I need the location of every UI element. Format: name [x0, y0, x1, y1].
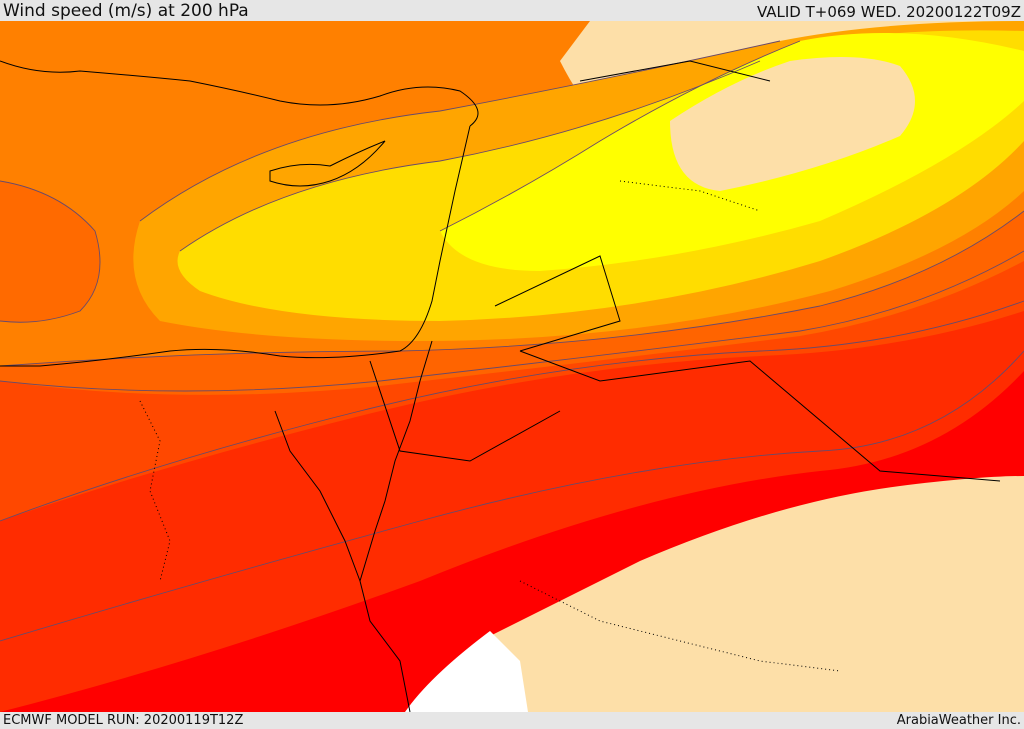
wind-speed-map	[0, 21, 1024, 712]
land-south	[410, 476, 1024, 712]
red-sea-white	[405, 631, 528, 712]
valid-time: VALID T+069 WED. 20200122T09Z	[756, 3, 1021, 21]
coastline-turkey	[0, 60, 479, 127]
coastline-red-sea-east	[359, 340, 433, 712]
credit: ArabiaWeather Inc.	[896, 713, 1021, 728]
coastline-levant-egypt	[0, 125, 471, 367]
border-line	[519, 350, 1001, 482]
contour-line	[439, 40, 801, 232]
model-run: ECMWF MODEL RUN: 20200119T12Z	[3, 713, 244, 728]
land-tan-patch	[670, 57, 915, 191]
header-bar: Wind speed (m/s) at 200 hPa VALID T+069 …	[0, 0, 1024, 21]
border-dotted	[619, 180, 761, 212]
footer-bar: ECMWF MODEL RUN: 20200119T12Z ArabiaWeat…	[0, 712, 1024, 729]
contour-line	[0, 350, 1024, 642]
dotted-borders	[139, 180, 841, 672]
political-borders	[369, 60, 1001, 482]
coastline-gulf-suez	[274, 410, 361, 582]
wind-band-orange-west	[0, 181, 100, 323]
contour-line	[0, 250, 1024, 392]
border-line	[369, 360, 561, 462]
map-title: Wind speed (m/s) at 200 hPa	[3, 1, 249, 21]
coastline-cyprus	[269, 140, 386, 187]
contour-line	[0, 210, 1024, 367]
border-line	[579, 60, 771, 82]
border-line	[494, 255, 621, 352]
coastlines	[0, 60, 479, 712]
contour-line	[0, 180, 101, 323]
wind-band-red-orange	[0, 301, 1024, 712]
contour-line	[179, 60, 761, 252]
wind-band-dark-orange	[0, 211, 1024, 395]
contour-line	[0, 300, 1024, 522]
